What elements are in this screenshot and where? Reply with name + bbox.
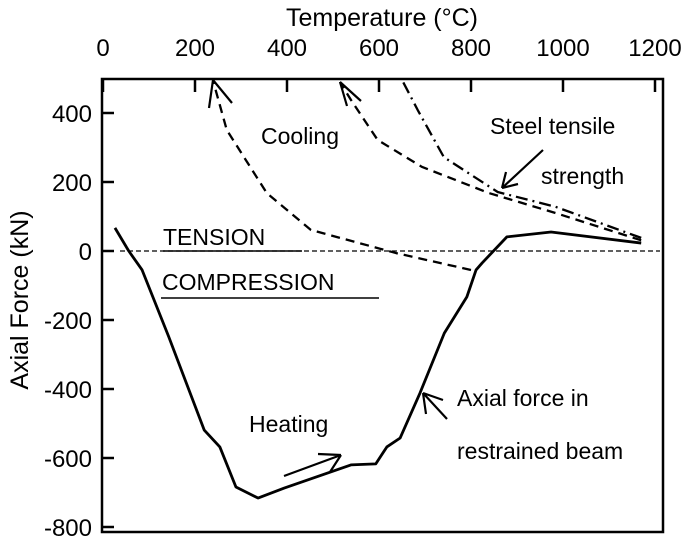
annotation-compression: COMPRESSION bbox=[162, 269, 335, 295]
x-tick-label: 600 bbox=[359, 35, 399, 62]
y-tick-label: 0 bbox=[79, 239, 92, 266]
y-tick-label: -400 bbox=[44, 377, 92, 404]
x-axis-label: Temperature (°C) bbox=[286, 4, 478, 32]
series-line-dashed bbox=[212, 81, 472, 272]
series-line-dashed bbox=[338, 81, 642, 242]
x-tick-label: 0 bbox=[96, 35, 109, 62]
annotation-steel-1: Steel tensile bbox=[490, 113, 615, 139]
annotation-steel-2: strength bbox=[541, 163, 624, 189]
annotation-axial-1: Axial force in bbox=[457, 385, 589, 411]
x-tick-label: 200 bbox=[175, 35, 215, 62]
y-tick-label: -200 bbox=[44, 308, 92, 335]
cooling-arrow-2 bbox=[338, 81, 362, 107]
axial-arrow bbox=[421, 391, 448, 420]
x-tick-label: 1200 bbox=[628, 35, 681, 62]
y-axis-label: Axial Force (kN) bbox=[6, 210, 34, 389]
y-tick-label: -600 bbox=[44, 446, 92, 473]
steel-arrow bbox=[500, 149, 544, 190]
cooling-arrow-1 bbox=[207, 79, 233, 109]
x-tick-label: 800 bbox=[451, 35, 491, 62]
series-line-solid bbox=[113, 227, 642, 500]
annotation-cooling: Cooling bbox=[261, 123, 339, 149]
series-line-dash-dot bbox=[400, 79, 642, 239]
plot-frame bbox=[100, 77, 665, 534]
annotation-heating: Heating bbox=[249, 411, 328, 437]
annotation-tension: TENSION bbox=[163, 224, 265, 250]
x-tick-label: 1000 bbox=[536, 35, 589, 62]
y-tick-label: 400 bbox=[52, 101, 92, 128]
y-tick-label: 200 bbox=[52, 170, 92, 197]
x-tick-label: 400 bbox=[267, 35, 307, 62]
y-tick-label: -800 bbox=[44, 515, 92, 542]
annotation-axial-2: restrained beam bbox=[457, 438, 623, 464]
heating-arrow bbox=[283, 452, 342, 478]
